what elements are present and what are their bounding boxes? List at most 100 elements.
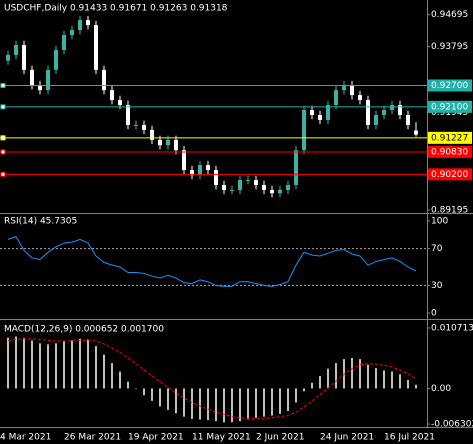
candle-body <box>342 85 346 91</box>
macd-bar <box>151 388 153 401</box>
y-tick-label: 0.94695 <box>431 10 468 20</box>
macd-bar <box>143 388 145 396</box>
macd-bar <box>15 336 17 389</box>
x-tick-label: 2 Jun 2021 <box>256 433 304 443</box>
candle-body <box>142 124 146 130</box>
macd-bar <box>111 363 113 389</box>
candle-body <box>318 114 322 120</box>
macd-bar <box>327 368 329 389</box>
rsi-line <box>7 236 417 287</box>
macd-bar <box>31 340 33 389</box>
macd-bar <box>311 382 313 389</box>
x-tick-label: 24 Jun 2021 <box>320 433 374 443</box>
macd-bar <box>199 388 201 420</box>
y-tick-label: 100 <box>431 217 448 227</box>
y-tick-label: 0.010713 <box>431 324 473 334</box>
candle-body <box>126 105 130 125</box>
macd-bar <box>23 337 25 389</box>
candle-body <box>190 170 194 176</box>
signal-line <box>7 338 417 419</box>
macd-bar <box>63 341 65 389</box>
candle-body <box>54 49 58 70</box>
candle-body <box>46 69 50 91</box>
candle-body <box>246 180 250 182</box>
candle-body <box>206 165 210 171</box>
frame <box>0 0 473 428</box>
macd-bar <box>351 357 353 389</box>
level-label-box <box>428 131 472 144</box>
y-tick-label: 0 <box>431 309 437 319</box>
candle-body <box>302 110 306 151</box>
macd-bar <box>383 370 385 389</box>
level-label-box <box>428 168 472 181</box>
level-label-box <box>428 100 472 113</box>
y-tick-label: 0.00 <box>431 384 451 394</box>
macd-bar <box>335 363 337 389</box>
candle-body <box>230 189 234 191</box>
y-tick-label: 0.93795 <box>431 42 468 52</box>
candle-body <box>262 184 266 190</box>
y-tick-label: -0.006302 <box>431 420 473 430</box>
macd-bar <box>79 338 81 389</box>
macd-bar <box>263 388 265 417</box>
level-marker <box>0 104 6 110</box>
candle-body <box>238 180 242 190</box>
x-tick-label: 11 May 2021 <box>192 433 251 443</box>
macd-bar <box>247 388 249 420</box>
macd-bar <box>103 354 105 389</box>
macd-bar <box>295 388 297 403</box>
candle-body <box>150 129 154 140</box>
macd-bar <box>223 388 225 423</box>
candle-body <box>182 150 186 171</box>
candle-body <box>6 54 10 61</box>
candle-body <box>366 100 370 125</box>
candle-body <box>158 139 162 146</box>
macd-title: MACD(12,26,9) 0.000652 0.001700 <box>4 325 164 335</box>
candle-body <box>270 189 274 194</box>
macd-bar <box>167 388 169 410</box>
macd-bar <box>87 339 89 389</box>
macd-bar <box>367 364 369 389</box>
macd-bar <box>95 346 97 389</box>
level-marker <box>0 171 6 177</box>
candle-body <box>22 44 26 70</box>
candle-body <box>62 35 66 50</box>
macd-bar <box>135 388 137 389</box>
macd-bar <box>399 374 401 389</box>
candle-body <box>86 20 90 26</box>
macd-bar <box>239 388 241 422</box>
level-marker <box>0 135 6 141</box>
macd-bar <box>231 388 233 423</box>
candle-body <box>294 150 298 185</box>
macd-bar <box>191 388 193 419</box>
macd-bar <box>207 388 209 421</box>
candle-body <box>134 124 138 126</box>
level-label: 0.92700 <box>431 81 468 91</box>
candle-body <box>390 105 394 111</box>
candle-body <box>286 184 290 190</box>
candle-body <box>350 85 354 96</box>
macd-bar <box>279 388 281 414</box>
candle-body <box>174 139 178 151</box>
macd-bar <box>71 340 73 389</box>
candle-body <box>398 105 402 115</box>
y-tick-label: 70 <box>431 244 443 254</box>
macd-bar <box>47 344 49 389</box>
macd-bar <box>271 388 273 416</box>
macd-bar <box>215 388 217 422</box>
candle-body <box>118 100 122 106</box>
candle-body <box>326 105 330 120</box>
chart-title: USDCHF,Daily 0.91433 0.91671 0.91263 0.9… <box>4 4 228 14</box>
candle-body <box>30 69 34 86</box>
level-label-box <box>428 145 472 158</box>
macd-bar <box>7 337 9 389</box>
x-tick-label: 26 Mar 2021 <box>64 433 121 443</box>
level-label: 0.92100 <box>431 102 468 112</box>
macd-bar <box>183 388 185 417</box>
macd-bar <box>359 359 361 389</box>
level-marker <box>0 149 6 155</box>
macd-bar <box>119 371 121 389</box>
